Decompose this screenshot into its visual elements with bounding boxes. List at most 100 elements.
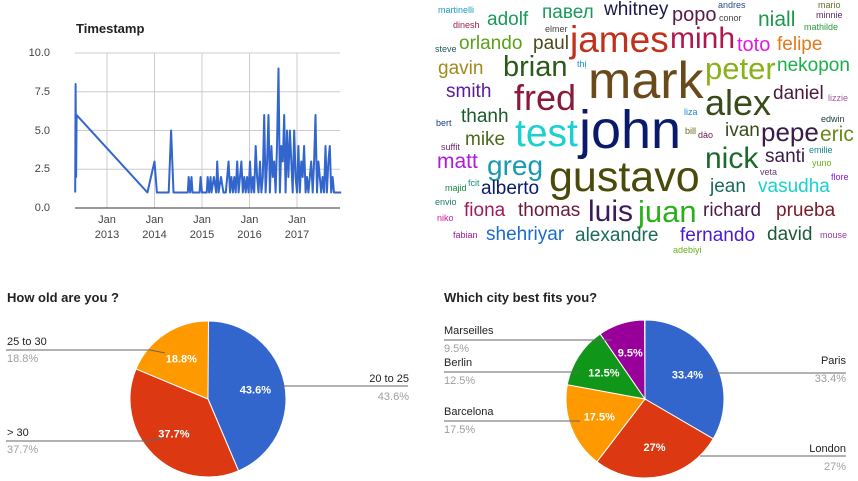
legend-label: 20 to 25 [369, 373, 409, 385]
word-cloud-word: martinelli [438, 5, 475, 15]
word-cloud-word: veta [760, 167, 778, 177]
word-cloud-word: thị [577, 59, 587, 69]
word-cloud-word: andres [718, 0, 746, 10]
pie-slice[interactable] [135, 320, 209, 400]
slice-label: 18.8% [166, 354, 197, 366]
legend-pct: 9.5% [444, 343, 470, 355]
y-tick: 10.0 [28, 47, 50, 59]
word-cloud-word: dinesh [453, 20, 480, 30]
word-cloud-word: mike [465, 129, 506, 150]
word-cloud-word: conor [719, 13, 742, 23]
word-cloud-word: flore [831, 172, 849, 182]
legend-label: Marseilles [444, 325, 494, 337]
word-cloud-word: павел [542, 2, 594, 23]
y-tick: 2.5 [34, 163, 50, 175]
legend-pct: 18.8% [7, 353, 39, 365]
word-cloud-word: whitney [604, 0, 669, 20]
x-tick-month: Jan [288, 214, 306, 226]
word-cloud-word: fabian [453, 230, 478, 240]
legend-pct: 12.5% [444, 375, 476, 387]
slice-label: 33.4% [672, 370, 703, 382]
slice-label: 17.5% [584, 412, 615, 424]
word-cloud-word: thomas [518, 200, 581, 221]
word-cloud-word: mario [818, 0, 841, 10]
word-cloud-word: elmer [545, 24, 568, 34]
pie-slice[interactable] [566, 333, 647, 400]
x-tick-year: 2013 [94, 229, 120, 241]
word-cloud-word: shehriyar [486, 224, 565, 245]
legend-pct: 37.7% [7, 444, 39, 456]
word-cloud-word: luis [588, 195, 634, 228]
word-cloud-word: ivan [725, 120, 760, 141]
word-cloud-word: adolf [487, 9, 529, 30]
pie-slice[interactable] [129, 368, 240, 478]
word-cloud-word: david [767, 224, 813, 245]
legend-pct: 33.4% [814, 373, 846, 385]
pie-slice[interactable] [565, 384, 646, 463]
x-tick-month: Jan [98, 214, 116, 226]
word-cloud-word: test [515, 112, 578, 155]
word-cloud-word: smith [446, 81, 492, 102]
legend-pct: 43.6% [377, 391, 409, 403]
word-cloud-word: peter [705, 51, 776, 86]
legend-label: Berlin [444, 357, 473, 369]
word-cloud-word: niko [437, 213, 454, 223]
word-cloud-word: jean [710, 176, 746, 197]
word-cloud-word: john [579, 100, 682, 160]
word-cloud-word: adebiyi [673, 245, 702, 255]
timestamp-series-line [74, 67, 342, 194]
word-cloud-word: yuno [812, 158, 832, 168]
pie-slice[interactable] [596, 398, 714, 479]
word-cloud-word: fiona [464, 200, 506, 221]
word-cloud-word: emilie [809, 145, 833, 155]
word-cloud-word: minh [670, 22, 736, 55]
word-cloud-word: lizzie [828, 93, 849, 103]
legend-label: 25 to 30 [7, 336, 47, 348]
word-cloud-word: orlando [459, 33, 523, 54]
word-cloud-word: vasudha [758, 176, 830, 197]
age-chart-title: How old are you ? [7, 290, 119, 305]
word-cloud-word: nick [705, 142, 759, 175]
slice-label: 37.7% [158, 428, 189, 440]
x-tick-month: Jan [145, 214, 164, 226]
legend-leader-line [6, 349, 166, 354]
legend-label: > 30 [7, 427, 29, 439]
pie-slice[interactable] [207, 320, 287, 472]
word-cloud-word: alexandre [575, 225, 659, 246]
word-cloud-word: popo [672, 4, 717, 26]
word-cloud-word: liza [684, 107, 698, 117]
word-cloud-word: majid [445, 183, 467, 193]
word-cloud-word: pepe [761, 117, 819, 147]
word-cloud-word: juan [638, 194, 697, 229]
x-tick-month: Jan [240, 214, 259, 226]
pie-slice[interactable] [644, 319, 725, 440]
x-tick-year: 2017 [284, 229, 310, 241]
word-cloud-word: edwin [821, 114, 845, 124]
x-tick-year: 2014 [142, 229, 167, 241]
word-cloud-word: toto [737, 34, 771, 56]
word-cloud-word: paul [533, 33, 569, 54]
word-cloud-word: eric [820, 123, 854, 146]
word-cloud-word: alberto [481, 178, 540, 199]
slice-label: 43.6% [240, 384, 271, 396]
word-cloud-word: mouse [820, 230, 848, 240]
legend-label: Barcelona [444, 406, 494, 418]
word-cloud-word: richard [703, 200, 762, 221]
y-tick: 5.0 [34, 125, 50, 137]
word-cloud-word: matt [437, 150, 478, 173]
slice-label: 27% [643, 442, 665, 454]
legend-leader-line [6, 436, 166, 442]
word-cloud-word: niall [758, 8, 796, 31]
y-tick: 7.5 [34, 86, 50, 98]
word-cloud-word: mark [588, 52, 704, 110]
word-cloud-word: daniel [773, 83, 824, 104]
word-cloud-word: fred [514, 77, 577, 118]
word-cloud-word: thanh [461, 106, 509, 127]
word-cloud-word: mathilde [804, 22, 839, 32]
word-cloud-word: gustavo [549, 153, 700, 201]
word-cloud-word: suffit [441, 142, 460, 152]
x-tick-year: 2015 [189, 229, 215, 241]
word-cloud-word: james [570, 19, 669, 60]
